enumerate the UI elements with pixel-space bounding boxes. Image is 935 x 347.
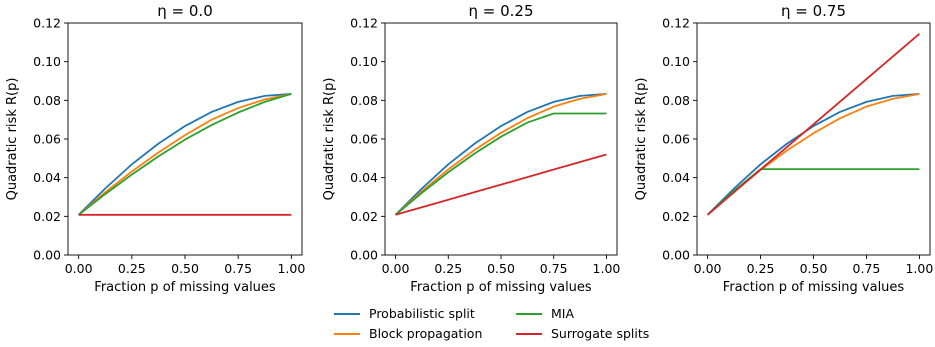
legend-label: Surrogate splits — [551, 326, 649, 341]
x-axis-label: Fraction p of missing values — [410, 280, 592, 295]
y-axis-label: Quadratic risk R(p) — [5, 78, 20, 201]
x-tick-label: 0.75 — [853, 261, 881, 276]
x-tick-label: 0.75 — [224, 261, 252, 276]
series-line-block-propagation — [78, 93, 292, 216]
x-tick-label: 1.00 — [277, 261, 305, 276]
y-axis-label: Quadratic risk R(p) — [634, 78, 649, 201]
x-axis-label: Fraction p of missing values — [94, 280, 276, 295]
series-line-surrogate-splits — [707, 33, 920, 216]
y-tick-label: 0.02 — [33, 209, 61, 224]
x-tick-label: 0.00 — [382, 261, 410, 276]
y-tick-label: 0.06 — [662, 132, 690, 147]
y-tick-label: 0.00 — [662, 248, 690, 263]
y-tick-label: 0.04 — [33, 170, 61, 185]
series-line-probabilistic-split — [78, 93, 292, 216]
x-tick-label: 1.00 — [905, 261, 933, 276]
x-tick-label: 0.00 — [65, 261, 93, 276]
y-tick-label: 0.04 — [662, 170, 690, 185]
series-line-mia — [706, 168, 920, 216]
chart-panel-2: 0.00 0.02 0.04 0.06 0.08 0.10 0.12 0.00 0.25 0.50… — [634, 2, 933, 295]
series-line-block-propagation — [706, 93, 920, 216]
panel-title: η = 0.0 — [157, 2, 212, 20]
panel-title: η = 0.75 — [781, 2, 846, 20]
legend-label: MIA — [551, 306, 574, 321]
series-line-mia — [78, 93, 292, 216]
series-line-mia — [394, 112, 607, 216]
y-tick-label: 0.06 — [350, 132, 378, 147]
y-tick-label: 0.04 — [350, 170, 378, 185]
series-line-surrogate-splits — [395, 153, 607, 216]
y-tick-label: 0.08 — [662, 93, 690, 108]
y-tick-label: 0.06 — [33, 132, 61, 147]
x-tick-label: 0.75 — [540, 261, 568, 276]
chart-panel-1: 0.00 0.02 0.04 0.06 0.08 0.10 0.12 0.00 0.25 0.50… — [322, 2, 620, 295]
y-tick-label: 0.12 — [350, 16, 378, 31]
axes-frame — [384, 22, 618, 256]
y-tick-label: 0.08 — [33, 93, 61, 108]
series-line-block-propagation — [394, 93, 607, 216]
y-axis-label: Quadratic risk R(p) — [322, 78, 337, 201]
x-tick-label: 0.50 — [487, 261, 515, 276]
x-tick-label: 0.50 — [171, 261, 199, 276]
legend-label: Probabilistic split — [369, 306, 475, 321]
y-tick-label: 0.10 — [33, 54, 61, 69]
y-tick-label: 0.00 — [33, 248, 61, 263]
x-tick-label: 0.25 — [434, 261, 462, 276]
x-tick-label: 0.50 — [800, 261, 828, 276]
x-tick-label: 0.25 — [747, 261, 775, 276]
y-tick-label: 0.10 — [662, 54, 690, 69]
legend-label: Block propagation — [369, 326, 482, 341]
series-line-probabilistic-split — [394, 93, 607, 216]
y-tick-label: 0.02 — [662, 209, 690, 224]
y-tick-label: 0.02 — [350, 209, 378, 224]
x-tick-label: 1.00 — [593, 261, 621, 276]
legend: Probabilistic split MIA Block propagation S… — [334, 306, 649, 341]
y-tick-label: 0.08 — [350, 93, 378, 108]
x-tick-label: 0.25 — [118, 261, 146, 276]
y-tick-label: 0.12 — [662, 16, 690, 31]
panel-title: η = 0.25 — [468, 2, 533, 20]
series-line-probabilistic-split — [706, 93, 920, 216]
y-tick-label: 0.00 — [350, 248, 378, 263]
chart-panel-0: 0.00 0.02 0.04 0.06 0.08 0.10 0.12 0.00 0.25 0.50… — [5, 2, 305, 295]
x-axis-label: Fraction p of missing values — [723, 280, 905, 295]
x-tick-label: 0.00 — [694, 261, 722, 276]
axes-frame — [696, 22, 931, 256]
y-tick-label: 0.10 — [350, 54, 378, 69]
y-tick-label: 0.12 — [33, 16, 61, 31]
